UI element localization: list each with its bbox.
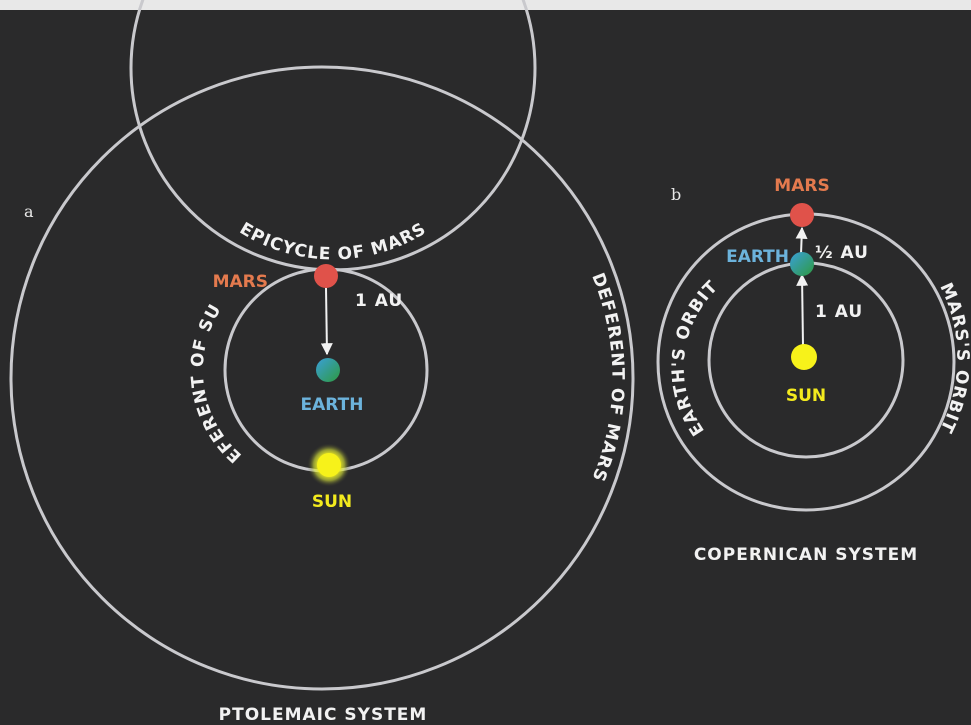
sun: [791, 344, 817, 370]
earth-orbit-label: EARTH'S ORBIT: [669, 277, 723, 439]
earth-label: EARTH: [726, 247, 789, 267]
mars: [314, 264, 338, 288]
half-au-arrow: [801, 228, 802, 254]
deferent-sun-label-path: DEFERENT OF SUN: [0, 0, 246, 466]
panel-title: COPERNICAN SYSTEM: [694, 545, 918, 565]
mars-label: MARS: [774, 176, 829, 196]
distance-label: 1 AU: [355, 291, 403, 311]
sun-label: SUN: [312, 492, 352, 512]
earth-label: EARTH: [301, 395, 364, 415]
earth: [316, 358, 340, 382]
half-au-label: ½ AU: [815, 243, 869, 263]
deferent-mars-label: DEFERENT OF MARS: [587, 270, 627, 485]
sun: [317, 453, 341, 477]
mars: [790, 203, 814, 227]
panel-title: PTOLEMAIC SYSTEM: [219, 705, 428, 725]
one-au-arrow: [802, 275, 803, 346]
earth: [790, 252, 814, 276]
earth-orbit-label-path: EARTH'S ORBIT: [669, 277, 723, 439]
one-au-label: 1 AU: [815, 302, 863, 322]
epicycle-of-mars: [131, 0, 535, 270]
panel-label: b: [671, 185, 681, 204]
mars-label: MARS: [213, 272, 268, 292]
distance-arrow: [326, 288, 327, 354]
paper-edge: [0, 0, 971, 10]
panel-label: a: [24, 202, 34, 221]
deferent-sun-label: DEFERENT OF SUN: [0, 0, 246, 466]
deferent-mars-label-path: DEFERENT OF MARS: [587, 270, 627, 485]
sun-label: SUN: [786, 386, 826, 406]
diagram: a EPICYCLE OF MARS DEFERENT OF SUN DEFER…: [0, 0, 971, 725]
